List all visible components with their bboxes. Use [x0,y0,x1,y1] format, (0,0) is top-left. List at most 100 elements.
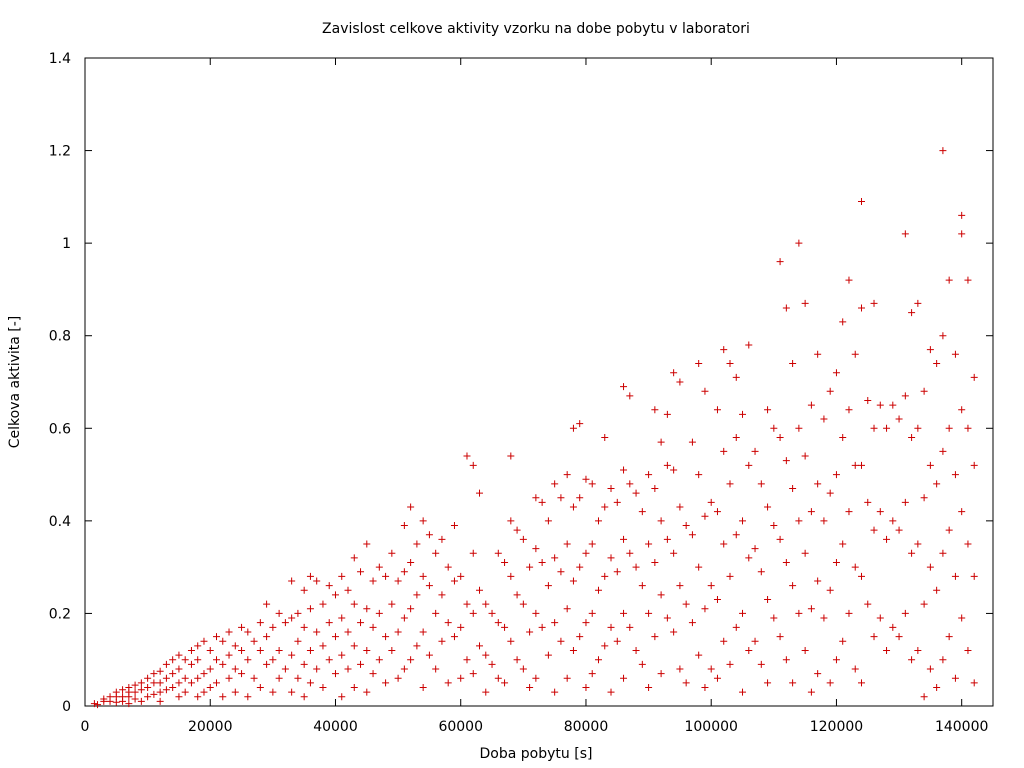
data-point [482,688,490,696]
data-point [720,447,728,455]
data-point [657,670,665,678]
data-point [450,633,458,641]
data-point [144,674,152,682]
data-point [169,656,177,664]
data-point [807,688,815,696]
data-point [551,480,559,488]
data-point [225,651,233,659]
data-point [676,582,684,590]
data-point [939,447,947,455]
data-point [476,586,484,594]
data-point [782,656,790,664]
data-point [713,596,721,604]
data-point [407,656,415,664]
y-tick-label: 1 [62,236,71,252]
data-point [676,503,684,511]
data-point [964,646,972,654]
data-point [507,517,515,525]
data-point [926,563,934,571]
data-point [331,633,339,641]
data-point [820,517,828,525]
data-point [789,679,797,687]
data-point [394,577,402,585]
y-axis-title: Celkova aktivita [-] [7,316,23,449]
data-point [739,688,747,696]
data-point [444,619,452,627]
data-point [162,674,170,682]
data-point [162,686,170,694]
data-point [557,568,565,576]
data-point [169,683,177,691]
data-point [363,540,371,548]
data-point [770,521,778,529]
data-point [958,614,966,622]
data-point [469,670,477,678]
data-point [601,642,609,650]
data-point [250,637,258,645]
data-point [901,392,909,400]
data-point [958,211,966,219]
x-tick-label: 0 [81,719,90,735]
data-point [864,498,872,506]
data-point [313,628,321,636]
data-point [901,230,909,238]
y-tick-label: 0.2 [49,606,71,622]
data-point [951,674,959,682]
data-point [732,623,740,631]
data-point [288,614,296,622]
data-point [338,572,346,580]
data-point [920,600,928,608]
data-point [425,651,433,659]
data-point [820,614,828,622]
data-point [732,531,740,539]
data-point [701,512,709,520]
data-point [670,628,678,636]
data-point [645,609,653,617]
data-point [588,480,596,488]
data-point [263,600,271,608]
data-point [845,609,853,617]
data-point [632,489,640,497]
data-point [576,420,584,428]
data-point [807,508,815,516]
data-point [688,438,696,446]
data-point [400,614,408,622]
data-point [269,688,277,696]
y-tick-label: 0.8 [49,329,71,345]
data-point [914,299,922,307]
data-point [463,600,471,608]
data-point [300,693,308,701]
data-point [501,559,509,567]
data-point [670,369,678,377]
data-point [557,637,565,645]
data-point [175,651,183,659]
data-point [588,670,596,678]
data-point [814,350,822,358]
data-point [507,637,515,645]
data-point [294,637,302,645]
data-point [444,679,452,687]
data-point [438,535,446,543]
data-point [964,276,972,284]
data-point [745,461,753,469]
data-point [707,582,715,590]
data-point [156,688,164,696]
data-point [857,197,865,205]
data-point [388,600,396,608]
data-point [494,549,502,557]
data-point [306,646,314,654]
data-point [801,549,809,557]
data-point [187,679,195,687]
data-point [576,563,584,571]
data-point [306,605,314,613]
data-point [131,681,139,689]
data-point [645,683,653,691]
data-point [676,378,684,386]
data-point [676,665,684,673]
data-point [90,700,98,708]
data-point [450,577,458,585]
data-point [338,693,346,701]
data-point [857,679,865,687]
data-point [795,424,803,432]
y-tick-label: 1.2 [49,144,71,160]
